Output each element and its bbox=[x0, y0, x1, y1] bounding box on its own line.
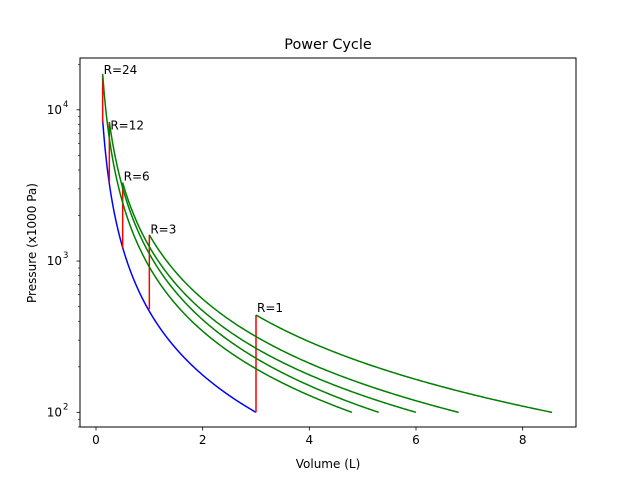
expansion-curve bbox=[101, 74, 353, 414]
expansion-curve bbox=[121, 182, 417, 414]
compression-curve bbox=[101, 119, 257, 413]
y-tick-label: 10 bbox=[47, 103, 62, 117]
annotation-label: R=1 bbox=[257, 301, 283, 315]
annotations: R=1 R=3 R=6 R=12 R=24 bbox=[104, 63, 283, 315]
y-axis-label: Pressure (x1000 Pa) bbox=[25, 183, 39, 303]
expansion-curve bbox=[255, 314, 553, 414]
x-axis-label: Volume (L) bbox=[296, 457, 361, 471]
y-tick-exponent: 4 bbox=[63, 100, 68, 110]
y-tick-exponent: 3 bbox=[63, 251, 68, 261]
x-tick-label: 8 bbox=[519, 433, 527, 447]
y-tick-label: 10 bbox=[47, 405, 62, 419]
x-tick-label: 6 bbox=[412, 433, 420, 447]
annotation-label: R=12 bbox=[110, 119, 144, 133]
expansion-curve bbox=[108, 121, 379, 414]
annotation-label: R=6 bbox=[124, 170, 150, 184]
chart-title: Power Cycle bbox=[284, 37, 372, 53]
x-tick-label: 0 bbox=[92, 433, 100, 447]
y-tick-label: 10 bbox=[47, 254, 62, 268]
plot-area bbox=[101, 74, 553, 414]
x-tick-label: 4 bbox=[306, 433, 314, 447]
x-tick-label: 2 bbox=[199, 433, 207, 447]
annotation-label: R=3 bbox=[150, 223, 176, 237]
expansion-curve bbox=[148, 234, 459, 414]
annotation-label: R=24 bbox=[104, 63, 138, 77]
axes-frame bbox=[79, 57, 577, 428]
x-axis: 0 2 4 6 8 bbox=[92, 427, 526, 447]
y-tick-exponent: 2 bbox=[63, 402, 68, 412]
